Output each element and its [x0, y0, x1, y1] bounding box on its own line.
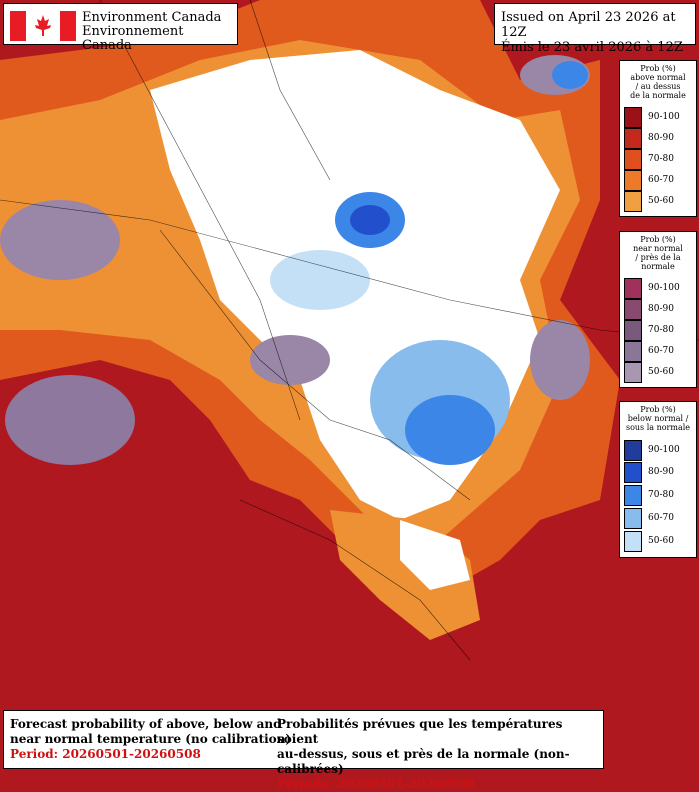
probability-map — [0, 0, 699, 661]
legend-below-normal: Prob (%) below normal / sous la normale … — [619, 401, 697, 558]
legend-label: 50-60 — [648, 536, 674, 546]
legend-swatch — [624, 462, 642, 483]
legend-swatch — [624, 341, 642, 362]
legend-swatch — [624, 278, 642, 299]
legend-item: 80-90 — [624, 299, 694, 320]
legend-label: 60-70 — [648, 175, 674, 185]
legend-label: 80-90 — [648, 467, 674, 477]
legend-swatch — [624, 320, 642, 341]
legend-label: 80-90 — [648, 304, 674, 314]
issue-date-box: Issued on April 23 2026 at 12Z Émis le 2… — [494, 3, 696, 55]
legend-item: 80-90 — [624, 462, 694, 483]
legend-above-title-1: Prob (%) — [640, 64, 676, 73]
caption-fr-line-1: Probabilités prévues que les température… — [277, 717, 563, 746]
agency-header: Environment Canada Environnement Canada — [3, 3, 238, 53]
canada-flag-icon — [10, 11, 76, 41]
legend-item: 60-70 — [624, 341, 694, 362]
legend-swatch — [624, 299, 642, 320]
legend-label: 80-90 — [648, 133, 674, 143]
legend-item: 60-70 — [624, 508, 694, 529]
legend-swatch — [624, 170, 642, 191]
forecast-caption: Forecast probability of above, below and… — [3, 710, 604, 791]
org-name-en: Environment Canada — [82, 10, 222, 25]
legend-item: 70-80 — [624, 320, 694, 341]
legend-label: 60-70 — [648, 346, 674, 356]
issued-fr: Émis le 23 avril 2026 à 12Z — [501, 40, 683, 55]
caption-en-line-2: near normal temperature (no calibration) — [10, 732, 292, 746]
legend-label: 90-100 — [648, 445, 680, 455]
legend-swatch — [624, 531, 642, 552]
legend-label: 60-70 — [648, 513, 674, 523]
caption-en: Forecast probability of above, below and… — [10, 717, 291, 762]
legend-near-title-1: Prob (%) — [640, 235, 676, 244]
legend-swatch — [624, 191, 642, 212]
legend-above-normal: Prob (%) above normal / au dessus de la … — [619, 60, 697, 217]
legend-label: 90-100 — [648, 112, 680, 122]
legend-item: 90-100 — [624, 278, 694, 299]
caption-fr: Probabilités prévues que les température… — [277, 717, 603, 792]
legend-item: 70-80 — [624, 149, 694, 170]
legend-swatch — [624, 149, 642, 170]
legend-item: 50-60 — [624, 362, 694, 383]
legend-label: 50-60 — [648, 196, 674, 206]
legend-item: 70-80 — [624, 485, 694, 506]
legend-above-title-4: de la normale — [630, 91, 686, 100]
legend-item: 90-100 — [624, 107, 694, 128]
legend-above-title-3: / au dessus — [635, 82, 681, 91]
period-fr: Période: 20260501-20260508 — [277, 777, 476, 791]
legend-label: 70-80 — [648, 154, 674, 164]
legend-item: 60-70 — [624, 170, 694, 191]
legend-item: 90-100 — [624, 440, 694, 461]
legend-near-title-2: near normal — [633, 244, 683, 253]
legend-label: 70-80 — [648, 490, 674, 500]
caption-fr-line-2: au-dessus, sous et près de la normale (n… — [277, 747, 570, 776]
period-en: Period: 20260501-20260508 — [10, 747, 201, 761]
legend-item: 50-60 — [624, 191, 694, 212]
legend-above-title-2: above normal — [630, 73, 686, 82]
legend-label: 90-100 — [648, 283, 680, 293]
legend-near-normal: Prob (%) near normal / près de la normal… — [619, 231, 697, 388]
legend-item: 80-90 — [624, 128, 694, 149]
legend-swatch — [624, 107, 642, 128]
legend-swatch — [624, 508, 642, 529]
legend-below-title-1: Prob (%) — [640, 405, 676, 414]
legend-item: 50-60 — [624, 531, 694, 552]
legend-swatch — [624, 485, 642, 506]
legend-label: 70-80 — [648, 325, 674, 335]
org-name-fr: Environnement Canada — [82, 24, 184, 53]
legend-swatch — [624, 440, 642, 461]
issued-en: Issued on April 23 2026 at 12Z — [501, 10, 676, 40]
caption-en-line-1: Forecast probability of above, below and — [10, 717, 282, 731]
legend-near-title-3: / près de la — [635, 253, 681, 262]
legend-below-title-2: below normal / — [627, 414, 689, 423]
legend-swatch — [624, 128, 642, 149]
legend-below-title-3: sous la normale — [625, 423, 691, 432]
legend-label: 50-60 — [648, 367, 674, 377]
legend-swatch — [624, 362, 642, 383]
legend-near-title-4: normale — [641, 262, 675, 271]
